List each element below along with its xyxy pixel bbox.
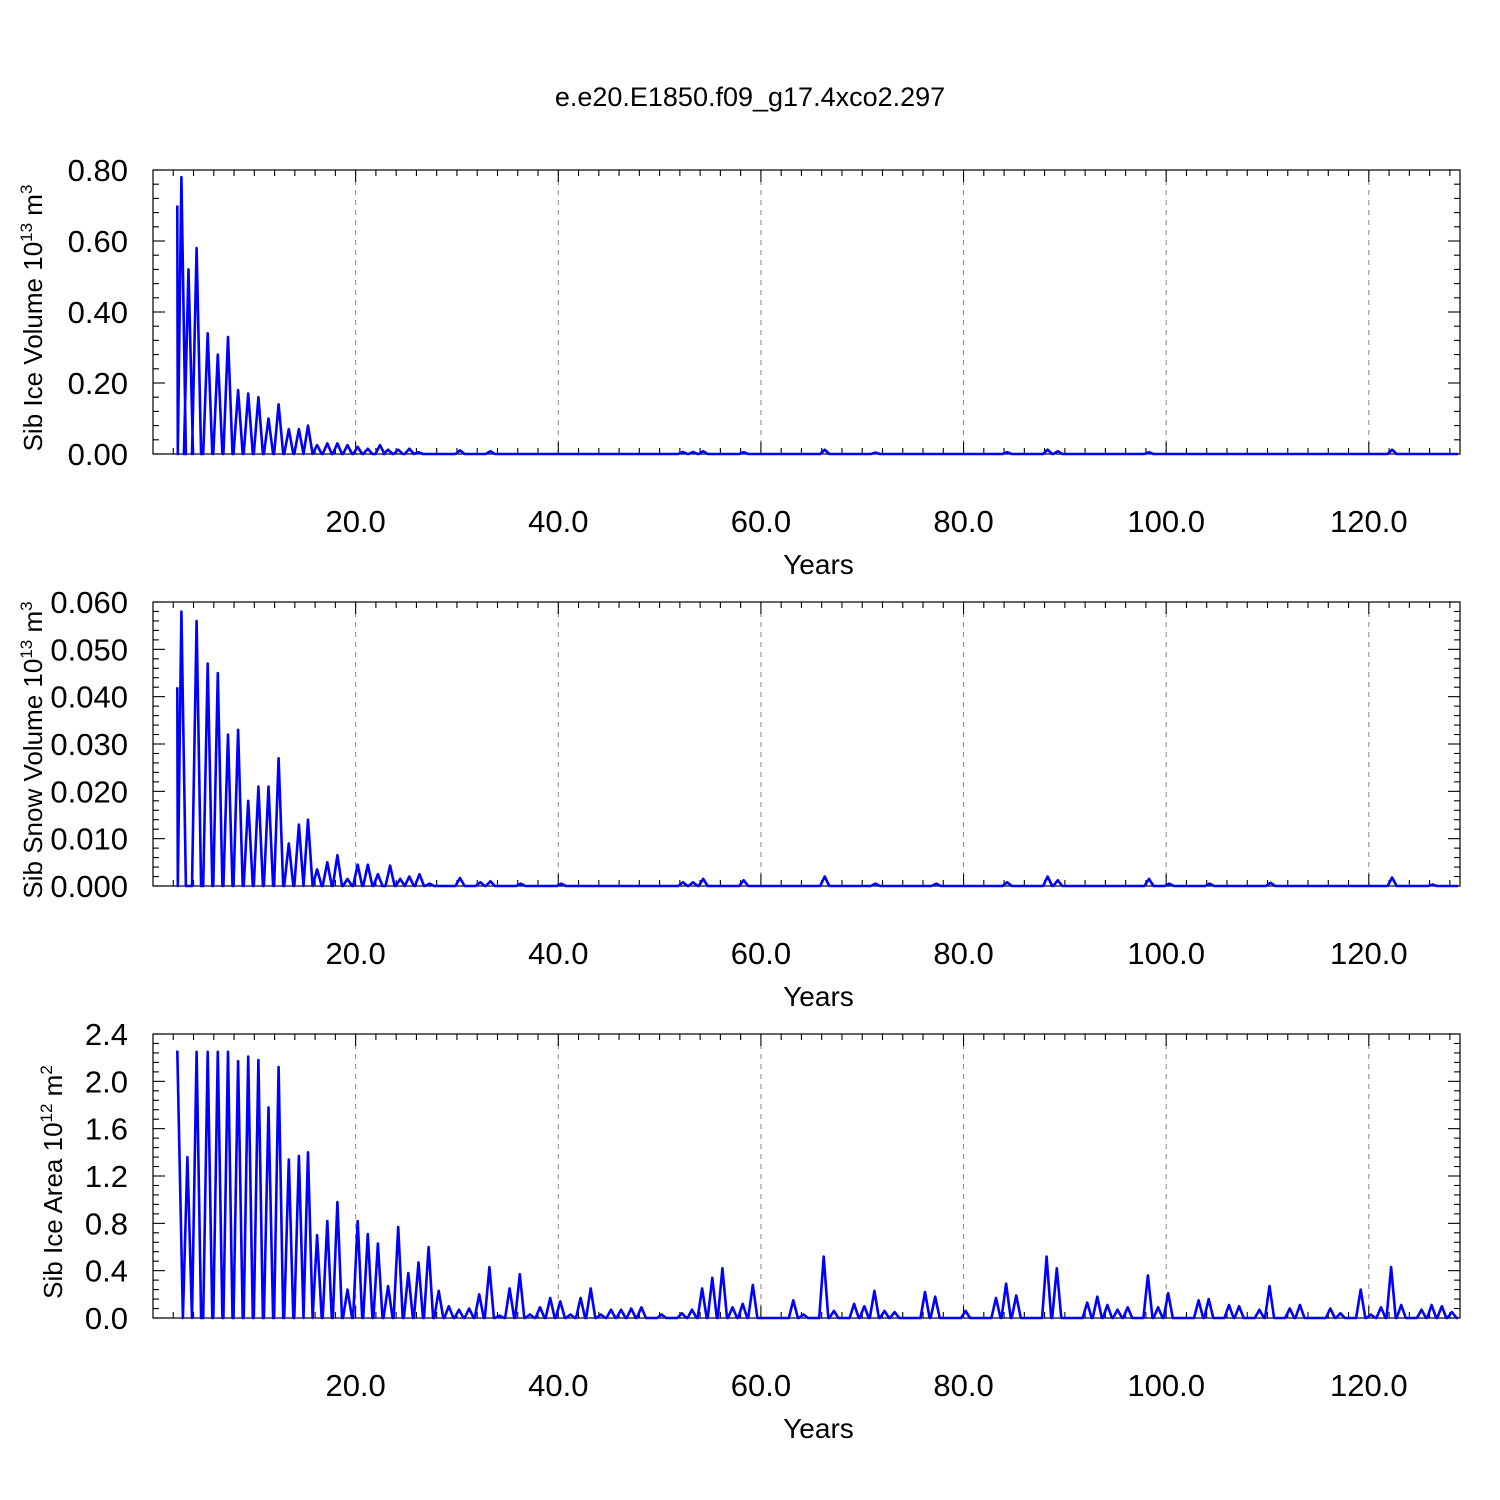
plot-frame (152, 169, 1461, 455)
figure-title: e.e20.E1850.f09_g17.4xco2.297 (555, 82, 945, 112)
x-tick-label: 80.0 (933, 1368, 993, 1403)
y-axis-label: Sib Ice Area 1012 m2 (37, 1065, 68, 1299)
x-axis-label: Years (783, 981, 854, 1012)
x-tick-label: 20.0 (325, 1368, 385, 1403)
x-tick-label: 40.0 (528, 1368, 588, 1403)
plot-frame (152, 601, 1461, 887)
y-tick-label: 0.80 (68, 153, 128, 188)
y-axis-label: Sib Snow Volume 1013 m3 (17, 601, 48, 898)
y-tick-label: 0.050 (50, 632, 128, 667)
x-tick-label: 60.0 (731, 504, 791, 539)
x-axis-label: Years (783, 549, 854, 580)
x-axis-label: Years (783, 1413, 854, 1444)
x-tick-label: 120.0 (1330, 936, 1408, 971)
y-tick-label: 0.40 (68, 295, 128, 330)
x-tick-label: 20.0 (325, 504, 385, 539)
y-tick-label: 0.00 (68, 437, 128, 472)
y-tick-label: 0.0 (85, 1301, 128, 1336)
panel-ice-area: 0.0 0.4 0.8 1.2 1.6 2.0 2.4 20.0 40.0 60.0 80.0 100… (37, 1017, 1461, 1444)
x-tick-label: 100.0 (1127, 1368, 1205, 1403)
y-tick-label: 1.2 (85, 1159, 128, 1194)
y-tick-label: 0.000 (50, 869, 128, 904)
plot-frame (152, 1033, 1461, 1319)
x-tick-label: 60.0 (731, 1368, 791, 1403)
x-tick-label: 40.0 (528, 936, 588, 971)
y-tick-label: 0.010 (50, 822, 128, 857)
x-tick-label: 100.0 (1127, 504, 1205, 539)
y-tick-label: 0.060 (50, 585, 128, 620)
y-tick-label: 0.020 (50, 774, 128, 809)
x-tick-label: 100.0 (1127, 936, 1205, 971)
series-line-ice-area (176, 1050, 1458, 1320)
series-line-ice-volume (176, 175, 1458, 456)
y-tick-label: 2.0 (85, 1064, 128, 1099)
panel-snow-volume: 0.000 0.010 0.020 0.030 0.040 0.050 0.060 20.0 4… (17, 585, 1461, 1012)
y-tick-label: 1.6 (85, 1112, 128, 1147)
x-tick-label: 60.0 (731, 936, 791, 971)
y-axis-label: Sib Ice Volume 1013 m3 (17, 185, 48, 452)
x-tick-label: 20.0 (325, 936, 385, 971)
x-tick-label: 40.0 (528, 504, 588, 539)
x-tick-label: 80.0 (933, 504, 993, 539)
series-line-snow-volume (176, 610, 1458, 888)
panel-ice-volume: 0.00 0.20 0.40 0.60 0.80 20.0 40.0 60.0 80.0 100.… (17, 153, 1461, 580)
y-tick-label: 0.4 (85, 1254, 128, 1289)
x-tick-label: 120.0 (1330, 1368, 1408, 1403)
x-tick-label: 80.0 (933, 936, 993, 971)
y-tick-label: 0.20 (68, 366, 128, 401)
y-tick-label: 2.4 (85, 1017, 128, 1052)
y-tick-label: 0.040 (50, 680, 128, 715)
y-tick-label: 0.8 (85, 1206, 128, 1241)
x-tick-label: 120.0 (1330, 504, 1408, 539)
y-tick-label: 0.030 (50, 727, 128, 762)
y-tick-label: 0.60 (68, 224, 128, 259)
